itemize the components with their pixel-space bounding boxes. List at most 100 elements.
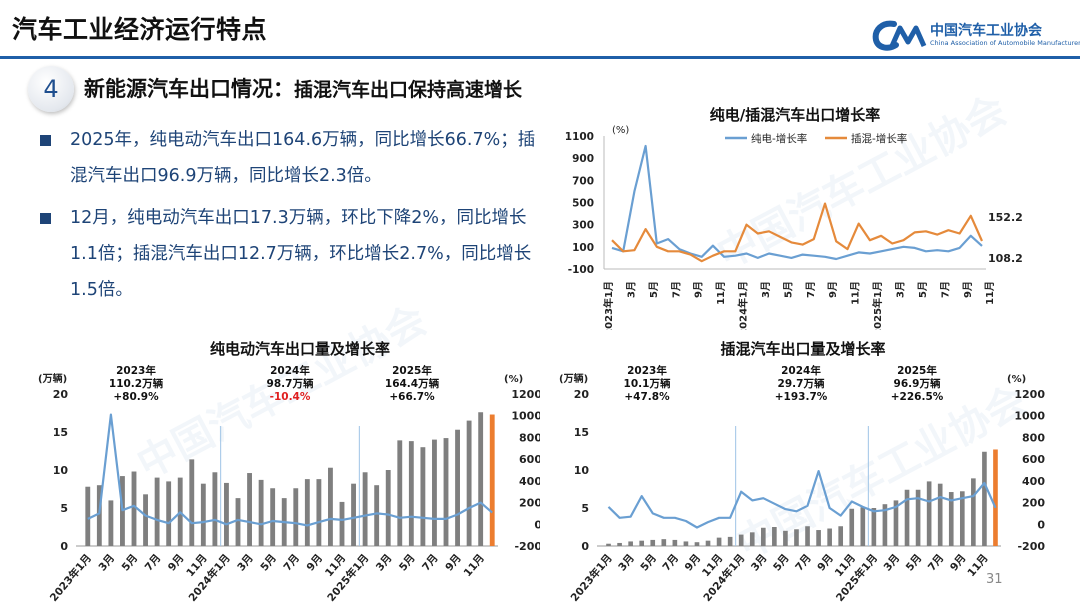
bar [247,473,252,546]
chart-title: 纯电/插混汽车出口增长率 [710,106,880,124]
y-left-axis-label: (万辆) [38,372,67,385]
bar [131,471,137,546]
bar [772,527,777,546]
y-right-tick-label: 0 [1037,518,1045,531]
bar [154,477,160,546]
y-right-tick-label: 200 [1022,497,1045,510]
bar [385,470,391,546]
x-tick-label: 5月 [648,281,660,298]
bar [783,530,788,546]
bar [432,439,437,546]
legend-label: 插混-增长率 [851,132,907,145]
x-tick-label: 9月 [962,281,974,298]
y-tick-label: 300 [572,220,594,232]
bullet-square-icon [40,135,51,146]
bar [420,447,426,546]
bar [362,472,368,546]
bar [860,507,866,546]
x-tick-label: 7月 [661,552,682,573]
y-left-axis-label: (万辆) [559,372,588,385]
x-tick-label: 3月 [895,281,907,298]
logo: 中国汽车工业协会 China Association of Automobile… [872,18,1080,52]
bar [85,486,91,546]
data-label-phev-end: 152.2 [988,211,1023,224]
bar [224,482,229,546]
y-right-axis-label: (%) [1007,374,1026,385]
x-tick-label: 5月 [782,281,794,298]
x-tick-label: 2023年1月 [47,552,94,604]
bar [882,504,888,546]
page-title: 汽车工业经济运行特点 [12,15,268,44]
section-number-badge: 4 [28,66,74,112]
y-left-tick-label: 5 [60,502,68,515]
x-tick-label: 2023年1月 [568,552,615,604]
data-label-bev-end: 108.2 [988,252,1023,265]
annotation-volume: 29.7万辆 [778,377,825,390]
phev-export-chart: 插混汽车出口量及增长率 (万辆) (%) 20 15 10 5 0 1200 1000 800 600… [559,340,1045,604]
x-tick-label: 5月 [771,552,792,573]
y-right-tick-label: 600 [519,453,540,466]
bar [982,451,987,546]
x-tick-label: 2023年1月 [602,281,615,330]
bar [478,412,484,546]
x-tick-label: 11月 [984,281,996,305]
y-right-tick-label: 600 [1022,453,1045,466]
y-tick-label: -100 [568,264,594,276]
y-tick-label: 100 [572,242,594,254]
x-tick-label: 7月 [670,281,682,298]
annotation-growth: +66.7% [389,391,435,403]
bar [443,438,449,546]
annotation-year: 2024年 [270,364,310,377]
bullet-text: 2025年，纯电动汽车出口164.6万辆，同比增长66.7%；插混汽车出口96.… [70,130,536,186]
bar [716,537,722,546]
bar [672,539,678,546]
annotation-growth: -10.4% [270,391,311,403]
y-left-tick-label: 20 [53,388,69,401]
y-right-tick-label: -200 [514,540,540,553]
title-divider [0,56,1080,59]
bar [328,467,333,546]
x-tick-label: 2024年1月 [737,281,750,330]
caam-logo-icon [872,20,927,51]
bar [959,491,965,546]
bullet-square-icon [40,213,51,224]
growth-rate-chart: 纯电/插混汽车出口增长率 (%) 1100 900 700 500 300 100 -100 纯电… [565,106,1023,330]
x-tick-label: 5月 [120,552,141,573]
bar [408,441,414,546]
bar [606,543,611,546]
section-title: 新能源汽车出口情况：插混汽车出口保持高速增长 [84,73,522,103]
bar [926,481,932,546]
annotation-volume: 96.9万辆 [894,377,941,390]
bar [893,500,899,546]
x-tick-label: 5月 [904,552,925,573]
x-tick-label: 7月 [793,552,814,573]
x-tick-label: 11月 [715,281,727,305]
y-tick-label: 1100 [565,131,594,143]
page-number: 31 [986,572,1003,587]
bar [455,429,460,546]
x-tick-label: 7月 [143,552,164,573]
bar [971,478,976,546]
legend-label: 纯电-增长率 [751,132,807,145]
bar-latest [993,449,998,546]
x-tick-label: 5月 [638,552,659,573]
y-right-tick-label: 200 [519,497,540,510]
y-right-axis-label: (%) [504,374,523,385]
annotation-growth: +193.7% [775,391,828,403]
bar [96,485,102,546]
bar [374,485,380,546]
series-line [611,202,984,263]
chart-title: 插混汽车出口量及增长率 [720,340,885,358]
x-tick-label: 7月 [805,281,817,298]
bar [816,530,821,546]
annotation-volume: 10.1万辆 [624,377,671,390]
x-tick-label: 7月 [939,281,951,298]
annotation-year: 2023年 [116,364,156,377]
y-right-tick-label: 800 [519,431,540,444]
annotation-year: 2023年 [627,364,667,377]
bar [661,539,667,546]
bev-export-chart: 纯电动汽车出口量及增长率 (万辆) (%) 20 15 10 5 0 1200 1000 800 60… [38,340,540,604]
annotation-volume: 164.4万辆 [385,377,440,390]
x-tick-label: 5月 [917,281,929,298]
bar [705,540,711,546]
